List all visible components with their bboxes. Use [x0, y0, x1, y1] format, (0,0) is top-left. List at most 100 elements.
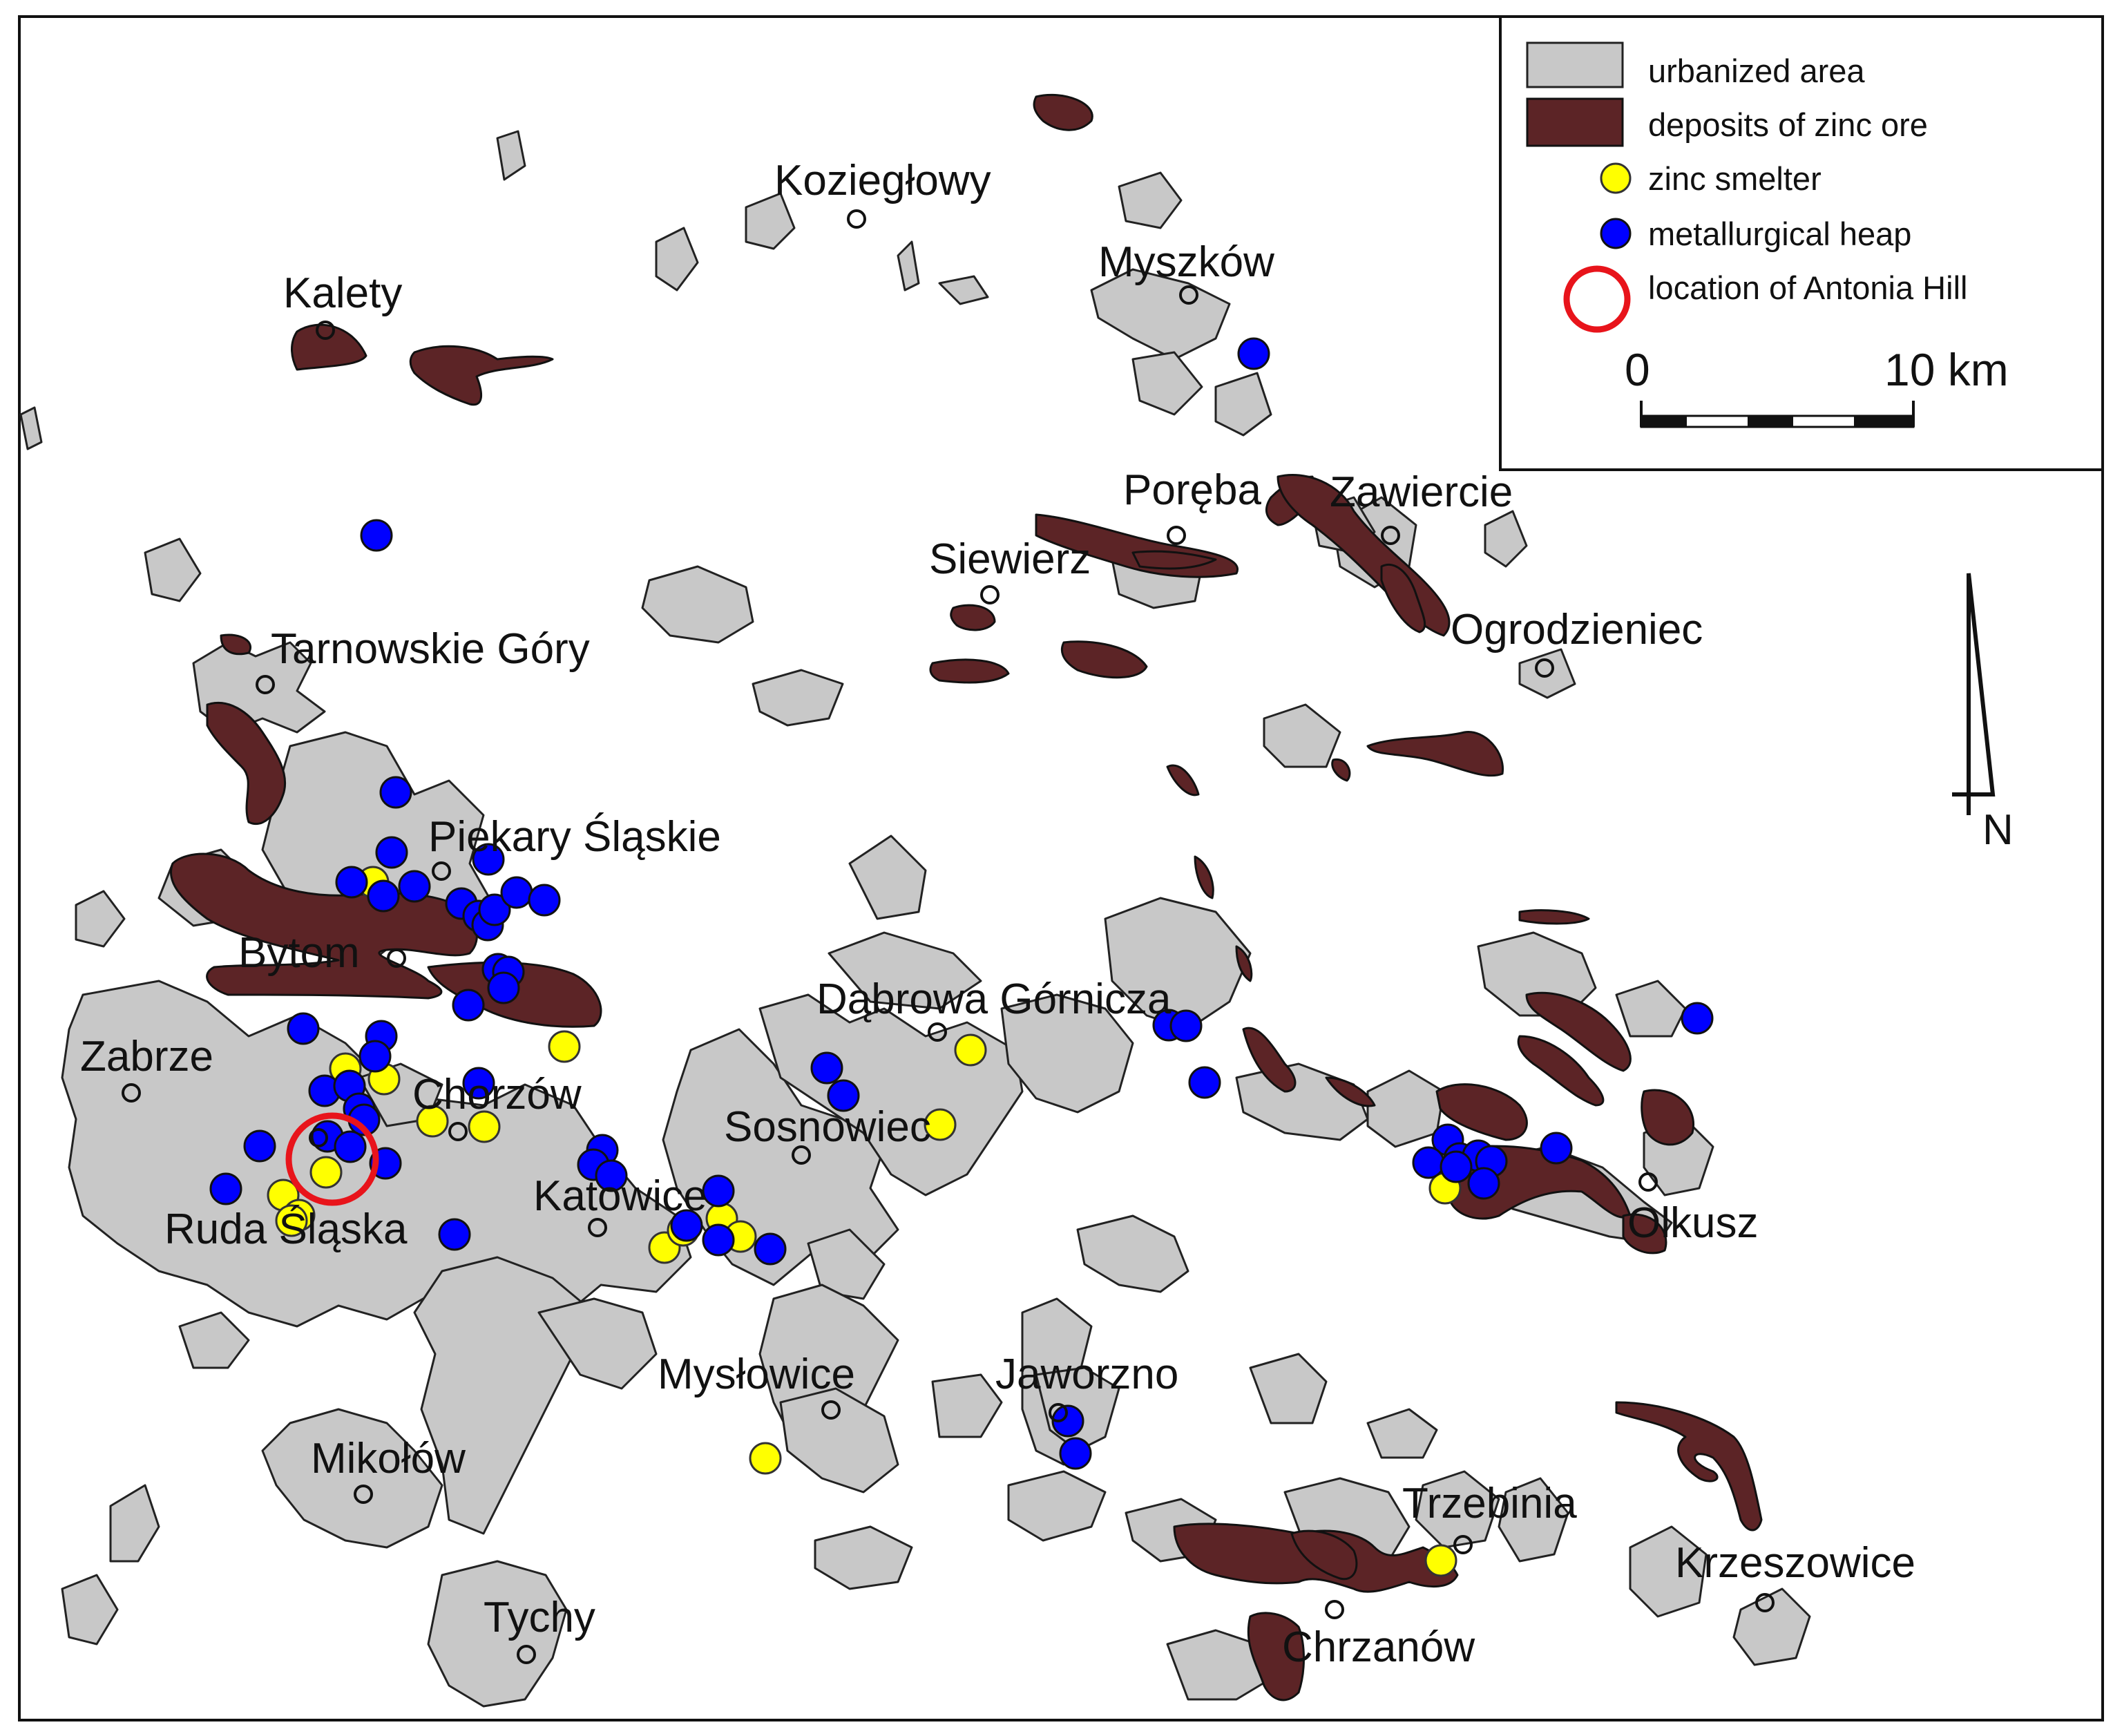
- town-label-ogrodzieniec: Ogrodzieniec: [1451, 606, 1703, 654]
- heap-marker: [1467, 1167, 1500, 1200]
- heap-marker: [209, 1172, 242, 1205]
- heap-marker: [810, 1051, 843, 1085]
- heap-marker: [1237, 337, 1270, 370]
- town-label-bytom: Bytom: [238, 929, 360, 977]
- heap-marker: [472, 843, 505, 876]
- heap-marker: [1681, 1002, 1714, 1035]
- town-label-ruda: Ruda Śląska: [164, 1205, 408, 1253]
- north-label: N: [1982, 806, 2014, 854]
- smelter-marker: [954, 1033, 987, 1067]
- legend-label-heap: metallurgical heap: [1648, 216, 1911, 252]
- heap-marker: [487, 971, 520, 1004]
- town-marker-chorzow: [448, 1122, 468, 1141]
- heap-marker: [1169, 1009, 1203, 1042]
- heap-marker: [595, 1159, 628, 1192]
- town-marker-olkusz: [1638, 1172, 1658, 1192]
- town-markers: [122, 209, 1775, 1664]
- legend-swatch-urbanized: [1526, 41, 1624, 88]
- town-label-katowice: Katowice: [533, 1172, 707, 1220]
- heap-marker: [287, 1012, 320, 1045]
- town-marker-bytom: [387, 948, 406, 968]
- town-label-dabrowa: Dąbrowa Górnicza: [816, 975, 1172, 1023]
- legend-box: [1499, 15, 2104, 471]
- smelter-marker: [416, 1105, 449, 1138]
- heap-marker: [827, 1079, 860, 1112]
- smelter-marker: [309, 1156, 343, 1189]
- legend-label-deposits: deposits of zinc ore: [1648, 106, 1928, 143]
- metallurgical-heaps: [209, 337, 1714, 1470]
- town-label-myslowice: Mysłowice: [658, 1351, 855, 1398]
- heap-marker: [1440, 1150, 1473, 1183]
- legend-label-urbanized: urbanized area: [1648, 53, 1865, 89]
- heap-marker: [702, 1223, 735, 1257]
- heap-marker: [1059, 1437, 1092, 1470]
- town-label-trzebinia: Trzebinia: [1402, 1480, 1577, 1527]
- heap-marker: [1540, 1132, 1573, 1165]
- town-marker-dabrowa: [928, 1022, 947, 1042]
- heap-marker: [360, 519, 393, 552]
- town-marker-chrzanow: [1325, 1600, 1344, 1619]
- heap-marker: [478, 893, 511, 926]
- smelter-marker: [749, 1442, 782, 1475]
- town-label-zawiercie: Zawiercie: [1330, 468, 1513, 516]
- town-marker-myszkow: [1179, 285, 1198, 305]
- legend-swatch-antonia-hill: [1563, 265, 1631, 333]
- heap-marker: [379, 776, 412, 809]
- town-marker-piekary: [432, 861, 451, 881]
- smelter-marker: [275, 1204, 308, 1237]
- town-marker-koziegłowy: [847, 209, 866, 229]
- town-marker-tychy: [517, 1645, 536, 1664]
- legend: urbanized area deposits of zinc ore zinc…: [1499, 15, 2104, 471]
- town-label-kalety: Kalety: [283, 269, 402, 317]
- town-marker-tarnowskie-gory: [256, 675, 275, 694]
- town-label-tychy: Tychy: [484, 1594, 595, 1641]
- heap-marker: [500, 876, 533, 909]
- legend-label-antonia-hill: location of Antonia Hill: [1648, 269, 1967, 306]
- town-label-myszkow: Myszków: [1098, 238, 1274, 286]
- town-label-tarnowskie-gory: Tarnowskie Góry: [271, 625, 590, 673]
- town-marker-myslowice: [821, 1400, 841, 1420]
- legend-swatch-heap: [1600, 218, 1632, 249]
- town-label-chrzanow: Chrzanów: [1282, 1623, 1475, 1671]
- town-marker-siewierz: [980, 585, 1000, 604]
- heap-marker: [1051, 1404, 1084, 1438]
- town-label-krzeszowice: Krzeszowice: [1675, 1539, 1915, 1587]
- heap-marker: [452, 989, 485, 1022]
- smelter-marker: [1424, 1544, 1457, 1577]
- town-marker-kalety: [316, 321, 335, 340]
- heap-marker: [335, 866, 368, 899]
- town-label-piekary: Piekary Śląskie: [428, 813, 721, 861]
- town-labels: Koziegłowy Kalety Myszków Poręba Zawierc…: [80, 157, 1915, 1671]
- town-marker-sosnowiec: [792, 1145, 811, 1165]
- town-marker-zabrze: [122, 1083, 141, 1103]
- scale-label-end: 10 km: [1884, 344, 2009, 395]
- town-label-chorzow: Chorzów: [412, 1071, 582, 1118]
- town-marker-mikolow: [354, 1485, 373, 1504]
- heap-marker: [462, 1067, 495, 1100]
- town-label-koziegłowy: Koziegłowy: [774, 157, 991, 204]
- smelter-marker: [924, 1108, 957, 1141]
- town-marker-poreba: [1167, 526, 1186, 545]
- town-marker-trzebinia: [1453, 1535, 1473, 1554]
- scale-bar: 0 10 km: [1625, 344, 2009, 428]
- heap-marker: [358, 1040, 392, 1073]
- town-label-poreba: Poręba: [1123, 466, 1261, 514]
- town-marker-krzeszowice: [1755, 1593, 1775, 1612]
- town-label-jaworzno: Jaworzno: [995, 1351, 1178, 1398]
- heap-marker: [375, 836, 408, 869]
- town-marker-katowice: [588, 1218, 607, 1237]
- smelter-marker: [548, 1030, 581, 1063]
- north-arrow: N: [1952, 573, 2014, 854]
- heap-marker: [398, 870, 431, 903]
- town-label-sosnowiec: Sosnowiec: [724, 1103, 931, 1151]
- town-label-olkusz: Olkusz: [1627, 1199, 1758, 1247]
- heap-marker: [438, 1218, 471, 1251]
- heap-marker: [702, 1174, 735, 1208]
- heap-marker: [754, 1232, 787, 1266]
- antonia-hill-marker: [285, 1112, 379, 1206]
- heap-marker: [1412, 1146, 1445, 1179]
- town-marker-jaworzno: [1049, 1403, 1068, 1422]
- heap-marker: [1188, 1066, 1221, 1099]
- town-label-mikolow: Mikołów: [311, 1435, 466, 1482]
